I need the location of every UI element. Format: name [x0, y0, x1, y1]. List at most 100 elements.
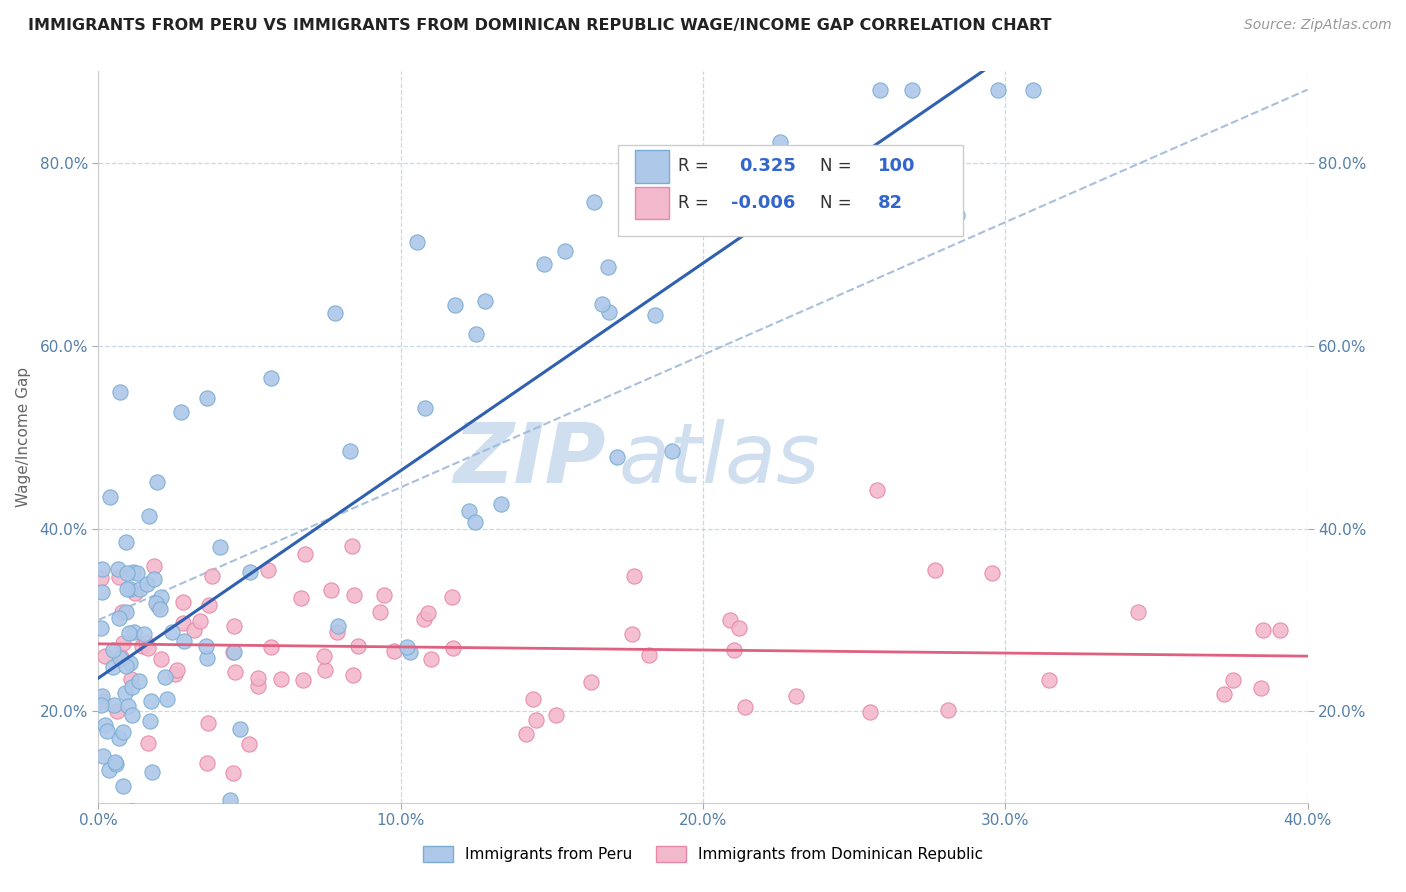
- Point: [257, 563, 280, 577]
- Point: [399, 645, 422, 659]
- Point: [533, 257, 555, 271]
- Point: [1021, 82, 1043, 96]
- Point: [342, 668, 364, 682]
- Point: [785, 690, 807, 704]
- Point: [98, 491, 121, 505]
- Point: [373, 588, 395, 602]
- Point: [90, 562, 112, 576]
- Point: [90, 571, 112, 585]
- Point: [1268, 623, 1291, 637]
- Point: [108, 569, 131, 583]
- Point: [866, 483, 889, 497]
- Point: [1253, 623, 1275, 637]
- Point: [1222, 673, 1244, 687]
- Point: [188, 614, 211, 628]
- Point: [114, 605, 136, 619]
- Point: [623, 569, 645, 583]
- Point: [112, 780, 135, 794]
- Point: [136, 577, 159, 591]
- Point: [222, 766, 245, 780]
- Legend: Immigrants from Peru, Immigrants from Dominican Republic: Immigrants from Peru, Immigrants from Do…: [416, 840, 990, 868]
- Point: [474, 293, 496, 308]
- Point: [108, 611, 131, 625]
- Point: [194, 640, 217, 654]
- Point: [114, 686, 136, 700]
- Point: [91, 694, 114, 708]
- Point: [406, 235, 429, 249]
- Point: [591, 297, 613, 311]
- Point: [987, 82, 1010, 96]
- Point: [197, 598, 219, 612]
- Point: [142, 559, 165, 574]
- Point: [637, 648, 659, 662]
- Point: [112, 805, 135, 819]
- Point: [112, 636, 135, 650]
- Point: [246, 679, 269, 693]
- Text: 82: 82: [879, 194, 904, 212]
- Point: [441, 641, 464, 656]
- Point: [125, 566, 148, 581]
- Point: [339, 443, 361, 458]
- Point: [579, 675, 602, 690]
- Text: -0.006: -0.006: [731, 194, 796, 212]
- Point: [91, 749, 114, 764]
- Point: [522, 691, 544, 706]
- Point: [416, 607, 439, 621]
- Point: [108, 731, 131, 745]
- Point: [145, 475, 167, 489]
- Point: [260, 371, 283, 385]
- Point: [723, 643, 745, 657]
- Point: [224, 645, 246, 659]
- Point: [489, 497, 512, 511]
- Point: [121, 708, 143, 723]
- Point: [554, 244, 576, 258]
- Point: [124, 586, 146, 600]
- Point: [122, 565, 145, 579]
- Point: [94, 718, 117, 732]
- Text: R =: R =: [678, 194, 709, 212]
- Point: [97, 805, 120, 819]
- Point: [108, 651, 131, 665]
- Point: [121, 805, 143, 819]
- Point: [924, 563, 946, 577]
- Point: [869, 82, 891, 96]
- Point: [270, 672, 292, 686]
- Point: [644, 308, 666, 322]
- Point: [172, 615, 194, 630]
- Point: [1038, 673, 1060, 688]
- Point: [136, 736, 159, 750]
- Point: [201, 569, 224, 583]
- Point: [90, 805, 112, 819]
- Point: [319, 583, 342, 598]
- FancyBboxPatch shape: [636, 187, 669, 219]
- Point: [464, 515, 486, 529]
- Point: [172, 595, 194, 609]
- Text: ZIP: ZIP: [454, 418, 606, 500]
- Point: [117, 699, 139, 714]
- Point: [901, 82, 924, 96]
- Point: [260, 640, 283, 655]
- Point: [131, 639, 153, 653]
- Point: [238, 737, 260, 751]
- Point: [111, 725, 134, 739]
- Point: [224, 619, 246, 633]
- Point: [314, 663, 336, 677]
- Point: [173, 634, 195, 648]
- Point: [143, 572, 166, 586]
- Point: [108, 384, 131, 399]
- Point: [118, 625, 141, 640]
- Point: [105, 704, 128, 718]
- Point: [145, 596, 167, 610]
- Point: [1357, 722, 1379, 736]
- Text: IMMIGRANTS FROM PERU VS IMMIGRANTS FROM DOMINICAN REPUBLIC WAGE/INCOME GAP CORRE: IMMIGRANTS FROM PERU VS IMMIGRANTS FROM …: [28, 18, 1052, 33]
- Point: [183, 623, 205, 637]
- Point: [620, 627, 643, 641]
- Point: [101, 660, 124, 674]
- Point: [228, 722, 250, 736]
- Text: atlas: atlas: [619, 418, 820, 500]
- Point: [370, 605, 392, 619]
- Point: [139, 694, 162, 708]
- Point: [326, 619, 349, 633]
- Point: [90, 621, 112, 635]
- Point: [100, 805, 122, 819]
